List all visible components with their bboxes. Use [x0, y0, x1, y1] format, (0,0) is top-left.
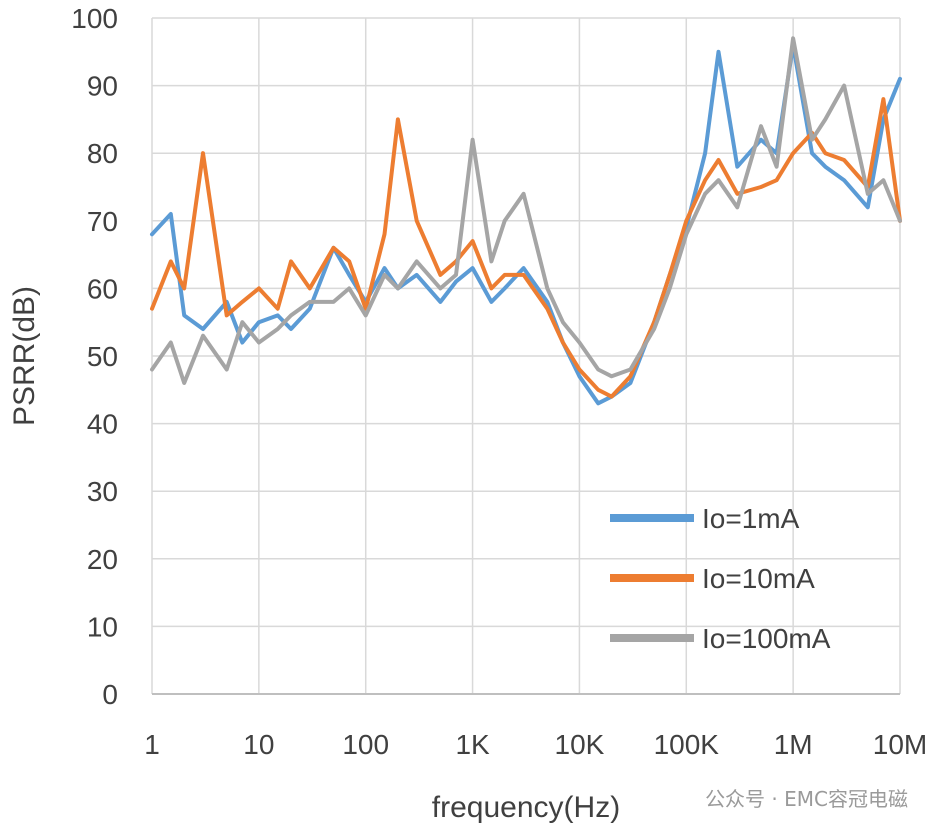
y-tick-label: 40: [87, 409, 118, 440]
vertical-gridlines: [151, 18, 901, 694]
legend-label: Io=10mA: [702, 563, 815, 594]
y-tick-label: 20: [87, 544, 118, 575]
horizontal-gridlines: [152, 17, 900, 628]
x-tick-label: 1M: [774, 729, 813, 760]
y-tick-label: 0: [102, 679, 118, 710]
y-tick-label: 30: [87, 476, 118, 507]
x-axis-tick-labels: 1 10 100 1K 10K 100K 1M 10M: [144, 729, 927, 760]
y-axis-title: PSRR(dB): [8, 286, 41, 426]
series-line-2: [150, 97, 902, 399]
y-tick-label: 90: [87, 71, 118, 102]
y-tick-label: 10: [87, 611, 118, 642]
x-tick-label: 10M: [873, 729, 927, 760]
x-tick-label: 100: [342, 729, 389, 760]
y-tick-label: 50: [87, 341, 118, 372]
y-tick-label: 80: [87, 138, 118, 169]
watermark-text: 公众号 · EMC容冠电磁: [705, 787, 908, 811]
x-tick-label: 1: [144, 729, 160, 760]
y-tick-label: 60: [87, 273, 118, 304]
legend-label: Io=100mA: [702, 623, 831, 654]
y-tick-label: 100: [71, 3, 118, 34]
series-lines: [150, 36, 902, 406]
x-tick-label: 10K: [555, 729, 605, 760]
legend: Io=1mA Io=10mA Io=100mA: [610, 503, 831, 654]
y-tick-label: 70: [87, 206, 118, 237]
series-line-1: [150, 43, 902, 406]
x-tick-label: 100K: [654, 729, 720, 760]
legend-label: Io=1mA: [702, 503, 800, 534]
series-line-3: [150, 36, 902, 385]
x-tick-label: 10: [243, 729, 274, 760]
y-axis-tick-labels: 0 10 20 30 40 50 60 70 80 90 100: [71, 3, 118, 710]
x-axis-title: frequency(Hz): [432, 791, 620, 824]
x-tick-label: 1K: [455, 729, 490, 760]
